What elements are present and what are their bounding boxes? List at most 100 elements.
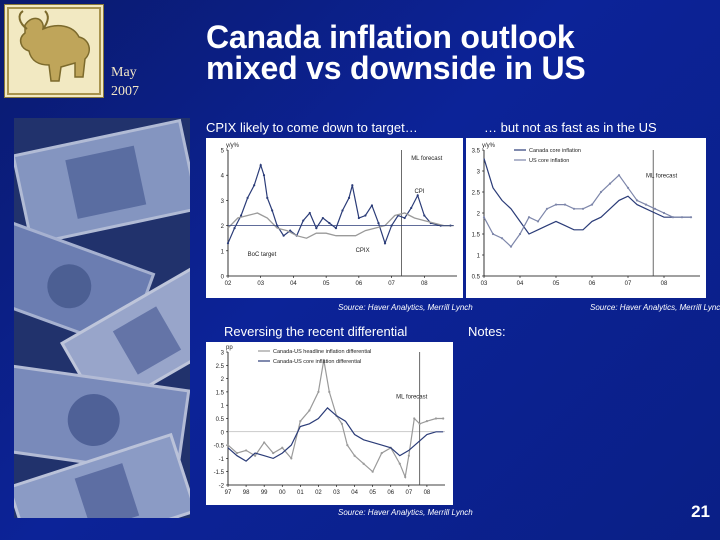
y-tick-label: 1.5 [472, 233, 481, 239]
series-point [351, 184, 354, 187]
series-point [259, 164, 262, 167]
y-tick-label: 3 [221, 351, 225, 357]
series-point [581, 207, 585, 210]
x-tick-label: 08 [424, 490, 431, 496]
series-point [423, 214, 426, 217]
page-number: 21 [691, 502, 710, 521]
y-tick-label: 1.5 [216, 390, 225, 396]
x-tick-label: 98 [243, 490, 250, 496]
series-point [482, 216, 486, 219]
x-tick-label: 03 [333, 490, 340, 496]
series-point [527, 216, 531, 219]
series-point [308, 211, 311, 215]
series-point [290, 457, 293, 460]
series-point [308, 409, 311, 412]
x-tick-label: 00 [279, 490, 286, 496]
series-point [272, 451, 275, 455]
series-point [253, 184, 256, 187]
series-point [380, 451, 383, 455]
series-point [404, 475, 407, 479]
x-tick-label: 03 [257, 281, 264, 287]
series-line [227, 212, 454, 239]
y-tick-label: 1 [221, 249, 225, 255]
banknote-collage [14, 118, 190, 518]
series-point [617, 174, 621, 177]
x-tick-label: 08 [661, 281, 668, 287]
bull-logo-icon [7, 7, 101, 95]
x-tick-label: 97 [225, 490, 232, 496]
annotation: CPIX [356, 248, 370, 254]
chart-panel-differential: -2 -1.5 -1 -0.5 0 0.5 1 1.5 2 2.5 3 97 98 99 00 01 02 03 0… [206, 342, 453, 505]
series-point [425, 420, 429, 423]
series-point [377, 221, 380, 225]
y-tick-label: 3 [477, 170, 481, 176]
series-point [671, 216, 675, 219]
series-point [407, 454, 410, 457]
chart-panel-cpix: 0 1 2 3 4 5 02 03 04 05 06 07 08 y/y% ML forecast CPI Bo… [206, 138, 463, 298]
banknote-collage-image [14, 118, 190, 518]
annotation: BoC target [248, 252, 277, 258]
y-tick-label: 2 [221, 224, 225, 230]
annotation: ML forecast [396, 395, 427, 401]
series-point [590, 203, 594, 206]
series-point [244, 449, 248, 452]
y-tick-label: 1 [221, 404, 225, 410]
annotation: CPI [414, 189, 424, 195]
series-point [644, 203, 648, 206]
heading-us: … but not as fast as in the US [484, 120, 657, 135]
x-tick-label: 03 [481, 281, 488, 287]
source-top-left: Source: Haver Analytics, Merrill Lynch [338, 303, 473, 312]
x-tick-label: 05 [369, 490, 376, 496]
series-point [413, 417, 416, 420]
x-tick-label: 01 [297, 490, 304, 496]
chart-differential: -2 -1.5 -1 -0.5 0 0.5 1 1.5 2 2.5 3 97 98 99 00 01 02 03 0… [214, 345, 445, 496]
legend-label: Canada-US headline inflation differentia… [273, 349, 371, 355]
series-point [271, 209, 274, 212]
series-point [410, 206, 413, 210]
series-point [599, 190, 603, 194]
x-tick-label: 04 [517, 281, 524, 287]
y-tick-label: 1 [477, 254, 481, 260]
x-tick-label: 02 [225, 281, 232, 287]
date-month: May [111, 65, 137, 80]
date-year: 2007 [111, 84, 139, 99]
x-tick-label: 05 [323, 281, 330, 287]
legend-label: Canada core inflation [529, 148, 581, 154]
series-point [357, 216, 360, 220]
y-tick-label: 5 [221, 149, 225, 155]
series-point [418, 422, 421, 425]
heading-differential: Reversing the recent differential [224, 324, 408, 339]
chart-panel-core: 0.5 1 1.5 2 2.5 3 3.5 03 04 05 06 07 08 y/y% Canada co… [466, 138, 706, 298]
series-point [635, 199, 639, 202]
series-point [266, 196, 269, 199]
heading-notes: Notes: [468, 324, 506, 339]
title-line-1: Canada inflation outlook [206, 19, 575, 55]
series-point [317, 390, 320, 393]
series-point [491, 232, 495, 236]
y-tick-label: 0.5 [472, 275, 481, 281]
y-tick-label: 3 [221, 199, 225, 205]
x-tick-label: 08 [421, 281, 428, 287]
series-point [680, 216, 684, 219]
series-point [341, 209, 344, 212]
source-bottom-left: Source: Haver Analytics, Merrill Lynch [338, 508, 473, 517]
y-tick-label: 3.5 [472, 149, 481, 155]
x-tick-label: 04 [290, 281, 297, 287]
title-line-2: mixed vs downside in US [206, 50, 586, 86]
series-point [281, 446, 284, 449]
series-point [500, 237, 504, 240]
series-point [263, 441, 266, 444]
series-point [509, 245, 513, 248]
series-point [608, 182, 612, 185]
legend-label: US core inflation [529, 158, 569, 164]
series-point [302, 219, 305, 222]
x-tick-label: 07 [388, 281, 395, 287]
series-point [321, 216, 324, 220]
series-line [483, 174, 691, 248]
series-point [226, 444, 230, 447]
y-tick-label: 4 [221, 174, 225, 180]
legend-label: Canada-US core inflation differential [273, 359, 361, 365]
series-point [235, 451, 239, 455]
y-tick-label: 0.5 [216, 417, 225, 423]
x-tick-label: 99 [261, 490, 268, 496]
